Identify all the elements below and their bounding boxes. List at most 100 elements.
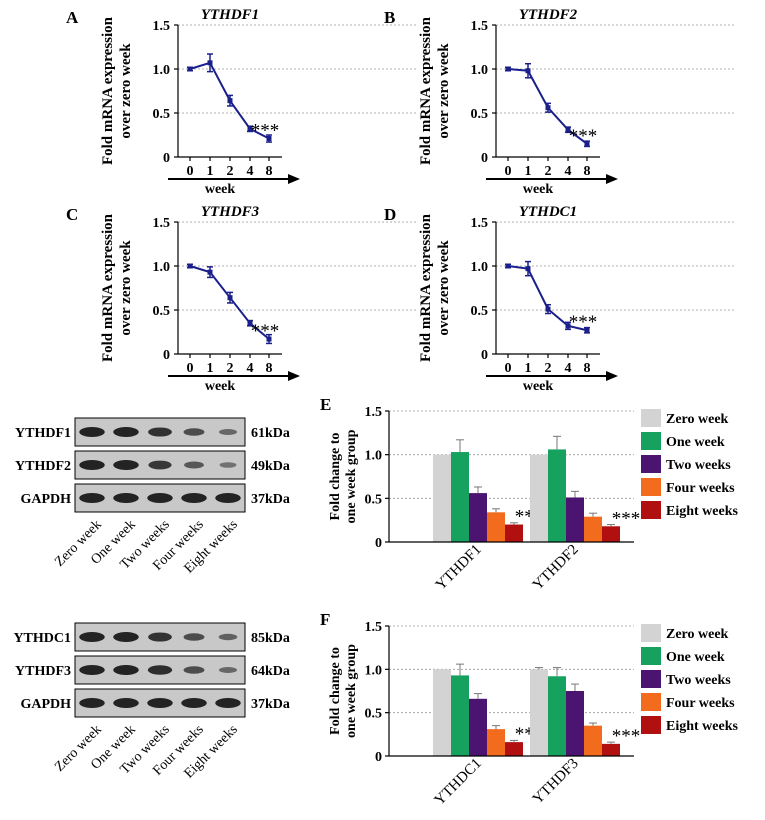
protein-label: YTHDF3 — [15, 664, 71, 679]
blot-band — [79, 665, 105, 675]
blot-band — [113, 665, 139, 675]
legend-swatch — [641, 624, 661, 642]
legend-swatch — [641, 716, 661, 734]
kda-label: 64kDa — [251, 664, 290, 679]
y-axis-label: Fold change to — [328, 647, 343, 735]
bar — [433, 454, 451, 542]
bar — [548, 449, 566, 542]
x-tick-label: 0 — [505, 164, 512, 179]
x-axis-label: week — [523, 182, 554, 197]
data-point — [525, 68, 531, 74]
legend-swatch — [641, 432, 661, 450]
bar — [505, 524, 523, 542]
bar — [566, 691, 584, 756]
blot-band — [218, 666, 238, 674]
y-tick-label: 1.0 — [365, 449, 383, 464]
line-panel-c: C YTHDF3 Fold mRNA expression over zero wee… — [66, 204, 418, 394]
protein-label: YTHDF2 — [15, 459, 71, 474]
blot-band — [79, 460, 105, 470]
y-tick-label: 0.5 — [153, 304, 171, 319]
x-tick-label: 8 — [584, 361, 591, 376]
data-point — [247, 126, 253, 132]
bar — [602, 526, 620, 542]
y-tick-label: 0.5 — [153, 107, 171, 122]
x-tick-label: 8 — [584, 164, 591, 179]
x-tick-label: 2 — [545, 164, 552, 179]
y-axis-label: one week group — [344, 429, 359, 523]
line-panel-d: D YTHDC1 Fold mRNA expression over zero wee… — [384, 204, 736, 394]
protein-label: GAPDH — [20, 492, 71, 507]
panel-letter: B — [384, 8, 395, 27]
category-label: YTHDC1 — [432, 756, 485, 809]
x-tick-label: 2 — [545, 361, 552, 376]
x-tick-label: 8 — [266, 164, 273, 179]
blot-band — [183, 666, 205, 674]
y-tick-label: 1.0 — [365, 663, 383, 678]
x-axis-label: week — [523, 379, 554, 394]
data-point — [247, 320, 253, 326]
bar-chart-f: F Fold change to one week group 0 0.5 1.0 1.5 *… — [320, 610, 739, 809]
blot-band — [113, 493, 139, 503]
y-tick-label: 1.5 — [153, 216, 171, 231]
y-axis-label: over zero week — [118, 240, 134, 336]
blot-band — [218, 428, 238, 436]
significance-stars: *** — [612, 726, 641, 747]
x-tick-label: 1 — [207, 164, 214, 179]
blot-band — [113, 427, 139, 437]
data-point — [227, 98, 233, 104]
bar — [469, 698, 487, 756]
blot-band — [183, 428, 205, 436]
x-axis-label: week — [205, 182, 236, 197]
bar — [602, 743, 620, 756]
x-tick-label: 4 — [565, 361, 572, 376]
legend-swatch — [641, 478, 661, 496]
blot-band — [215, 698, 241, 708]
y-tick-label: 1.0 — [471, 260, 489, 275]
data-point — [187, 66, 193, 72]
legend-swatch — [641, 647, 661, 665]
legend-swatch — [641, 501, 661, 519]
line-panel-a: A YTHDF1 Fold mRNA expression over zero wee… — [66, 7, 418, 197]
data-point — [207, 269, 213, 275]
kda-label: 37kDa — [251, 492, 290, 507]
legend-label: Zero week — [666, 627, 729, 642]
panel-letter: E — [320, 395, 331, 414]
bar — [548, 676, 566, 756]
y-axis-label: one week group — [344, 644, 359, 738]
y-axis-label: over zero week — [436, 240, 452, 336]
legend-swatch — [641, 455, 661, 473]
panel-letter: D — [384, 205, 396, 224]
y-tick-label: 0.5 — [365, 707, 383, 722]
bar — [469, 493, 487, 542]
y-axis-label: Fold mRNA expression — [418, 16, 434, 165]
legend-swatch — [641, 409, 661, 427]
legend-label: Two weeks — [666, 458, 731, 473]
significance-stars: *** — [569, 126, 598, 147]
y-tick-label: 0 — [481, 151, 488, 166]
y-axis-label: Fold mRNA expression — [100, 213, 116, 362]
y-tick-label: 1.0 — [471, 63, 489, 78]
y-tick-label: 1.5 — [365, 620, 383, 635]
y-tick-label: 0 — [481, 348, 488, 363]
bar — [530, 454, 548, 542]
blot-band — [79, 427, 105, 437]
panel-letter: A — [66, 8, 79, 27]
data-point — [584, 327, 590, 333]
protein-label: YTHDF1 — [15, 426, 71, 441]
y-axis-label: over zero week — [118, 43, 134, 139]
y-tick-label: 0 — [163, 151, 170, 166]
blot-band — [147, 698, 173, 708]
legend-swatch — [641, 693, 661, 711]
y-tick-label: 1.5 — [471, 216, 489, 231]
y-axis-label: over zero week — [436, 43, 452, 139]
blot-band — [148, 427, 172, 437]
blot-band — [215, 493, 241, 503]
bar-chart-e: E Fold change to one week group 0 0.5 1.0 1.5 *… — [320, 395, 739, 593]
y-tick-label: 1.5 — [471, 19, 489, 34]
x-tick-label: 1 — [207, 361, 214, 376]
panel-title: YTHDF1 — [201, 7, 259, 23]
data-point — [207, 60, 213, 66]
category-label: YTHDF2 — [530, 542, 582, 594]
category-label: YTHDF3 — [530, 756, 582, 808]
